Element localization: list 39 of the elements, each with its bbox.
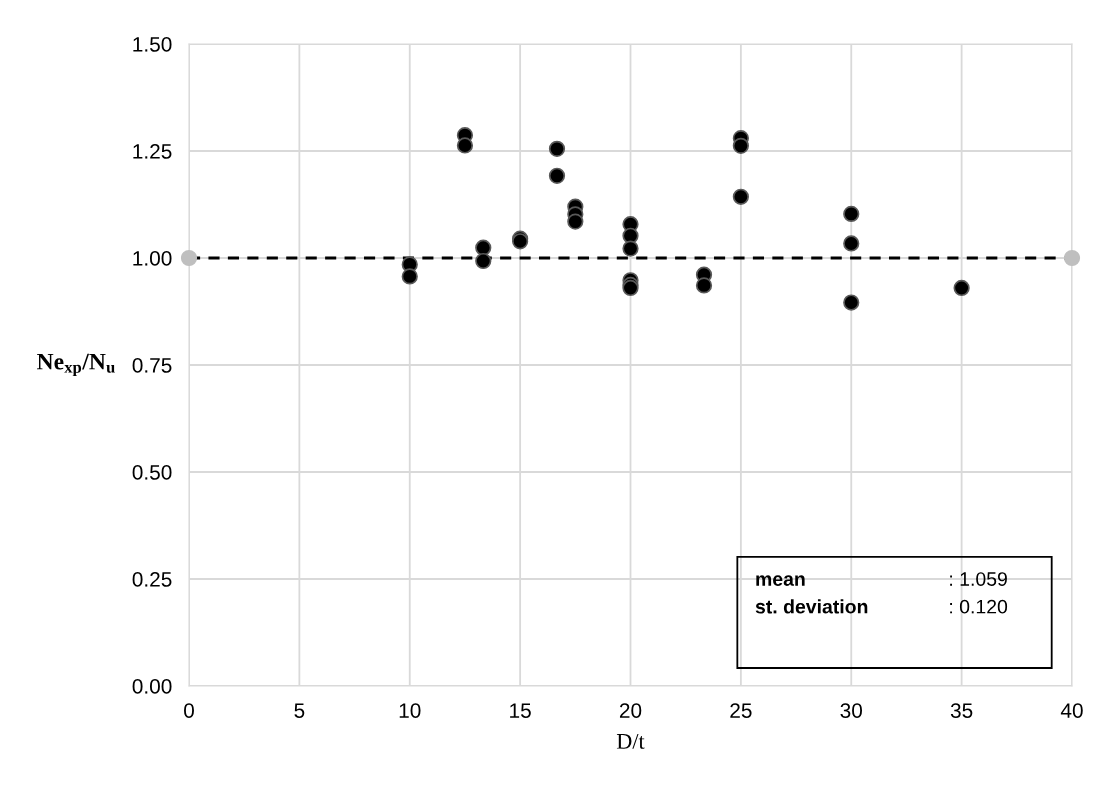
x-tick-label: 35 [950, 703, 973, 718]
x-tick-label: 10 [399, 703, 421, 718]
y-axis-title: Ne$_{xp}$/N$_{u}$ [37, 353, 115, 377]
annotation: st. deviation [755, 599, 868, 614]
annotation: : 0.120 [950, 599, 1008, 614]
point [567, 213, 584, 230]
point [548, 140, 566, 157]
point [843, 205, 860, 223]
point [475, 239, 492, 256]
point [401, 268, 418, 285]
y-tick-label: 0.75 [132, 358, 172, 373]
point [548, 167, 566, 184]
annotation: : 1.059 [950, 572, 1007, 586]
point [622, 240, 639, 257]
x-tick-label: 15 [510, 703, 531, 718]
y-tick-label: 1.00 [133, 251, 172, 266]
point [843, 294, 860, 311]
point [732, 137, 749, 154]
x-tick-label: 30 [840, 703, 863, 718]
x-tick-label: 25 [730, 703, 752, 718]
y-tick-label: 0.50 [132, 465, 172, 480]
point [695, 277, 713, 294]
point [180, 249, 198, 267]
x-axis-title: D/t [616, 733, 645, 749]
x-tick-label: 5 [294, 703, 305, 718]
x-tick-label: 40 [1060, 703, 1083, 718]
point [456, 137, 474, 154]
x-tick-label: 0 [184, 703, 194, 718]
point [1063, 249, 1081, 267]
y-tick-label: 0.25 [132, 572, 172, 587]
y-tick-label: 1.25 [133, 144, 172, 159]
point [732, 188, 749, 205]
point [953, 279, 970, 297]
x-tick-label: 20 [619, 703, 642, 718]
point [843, 235, 860, 252]
y-tick-label: 1.50 [133, 37, 172, 52]
point [475, 252, 492, 270]
y-tick-label: 0.00 [132, 679, 172, 694]
annotation: mean [756, 575, 805, 586]
